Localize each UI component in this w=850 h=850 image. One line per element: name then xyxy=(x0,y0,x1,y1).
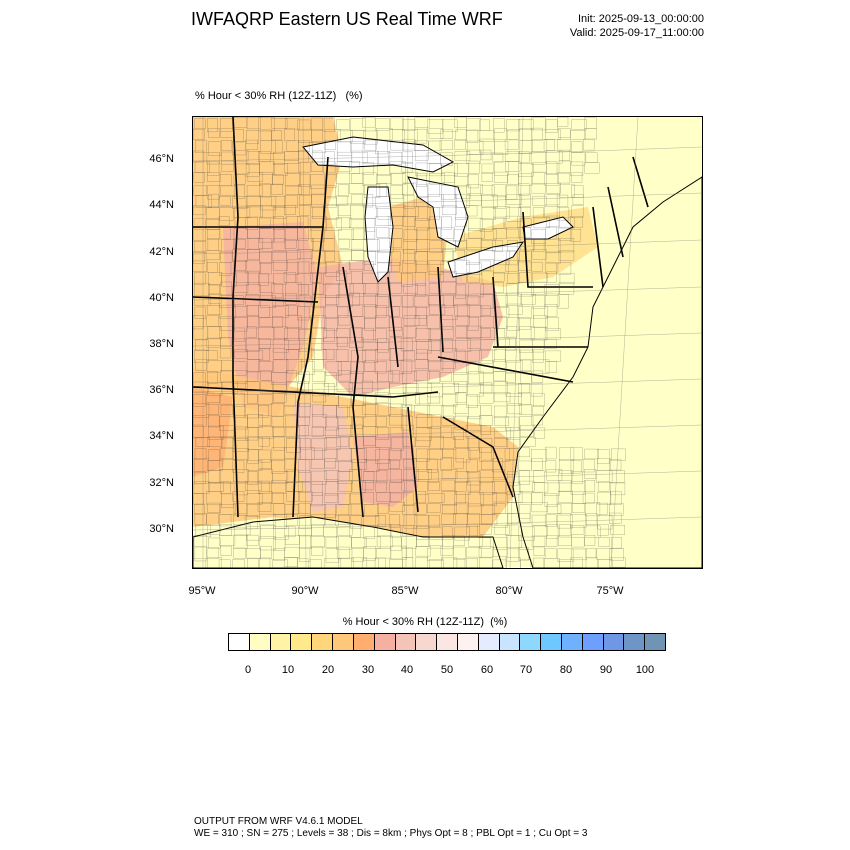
colorbar-swatch xyxy=(562,634,583,650)
colorbar-swatch xyxy=(312,634,334,650)
graticule xyxy=(193,117,702,568)
shaded-region-missouri-core xyxy=(223,222,318,417)
colorbar-tick-label: 0 xyxy=(244,664,252,676)
colorbar-swatch xyxy=(499,634,521,650)
colorbar-swatch xyxy=(353,634,375,650)
lat-tick-label: 30°N xyxy=(149,523,174,535)
colorbar-swatch xyxy=(416,634,438,650)
lake-michigan xyxy=(364,186,394,283)
colorbar-tick-label: 50 xyxy=(440,664,454,676)
main-title: IWFAQRP Eastern US Real Time WRF xyxy=(191,9,503,29)
lon-tick-label: 95°W xyxy=(188,585,216,597)
colorbar-swatch xyxy=(520,634,542,650)
colorbar-swatch xyxy=(582,634,604,650)
colorbar-swatch xyxy=(645,634,666,650)
colorbar xyxy=(228,633,666,651)
colorbar-swatch xyxy=(249,634,271,650)
lat-tick-label: 32°N xyxy=(149,477,174,489)
colorbar-tick-label: 10 xyxy=(281,664,295,676)
colorbar-swatch xyxy=(437,634,458,650)
shaded-region-deep-south xyxy=(193,367,518,542)
colorbar-swatch xyxy=(624,634,646,650)
colorbar-tick-label: 80 xyxy=(559,664,573,676)
lake-huron xyxy=(407,176,469,248)
colorbar-swatch xyxy=(541,634,562,650)
map-canvas xyxy=(193,117,702,568)
colorbar-swatch xyxy=(395,634,417,650)
valid-time: Valid: 2025-09-17_11:00:00 xyxy=(569,27,704,39)
lat-tick-label: 36°N xyxy=(149,384,174,396)
colorbar-swatch xyxy=(229,634,250,650)
colorbar-title: % Hour < 30% RH (12Z-11Z) (%) xyxy=(342,616,508,628)
lat-tick-label: 40°N xyxy=(149,292,174,304)
colorbar-swatch xyxy=(478,634,500,650)
init-time: Init: 2025-09-13_00:00:00 xyxy=(578,13,704,25)
colorbar-tick-label: 60 xyxy=(480,664,494,676)
lat-tick-label: 42°N xyxy=(149,246,174,258)
colorbar-swatch xyxy=(603,634,625,650)
lon-tick-label: 75°W xyxy=(596,585,624,597)
lat-tick-label: 46°N xyxy=(149,153,174,165)
colorbar-swatch xyxy=(374,634,396,650)
colorbar-tick-label: 100 xyxy=(635,664,655,676)
colorbar-swatch xyxy=(333,634,354,650)
gulf-of-mexico xyxy=(193,516,504,568)
colorbar-swatch xyxy=(270,634,292,650)
state-boundaries xyxy=(193,117,649,518)
lon-tick-label: 85°W xyxy=(391,585,419,597)
colorbar-tick-label: 40 xyxy=(400,664,414,676)
colorbar-swatch xyxy=(457,634,479,650)
colorbar-tick-label: 30 xyxy=(361,664,375,676)
colorbar-tick-label: 20 xyxy=(321,664,335,676)
footer-config-line: WE = 310 ; SN = 275 ; Levels = 38 ; Dis … xyxy=(194,828,588,839)
plot-field-label: % Hour < 30% RH (12Z-11Z) (%) xyxy=(195,90,363,102)
lat-tick-label: 38°N xyxy=(149,338,174,350)
colorbar-tick-label: 90 xyxy=(599,664,613,676)
footer-model-line: OUTPUT FROM WRF V4.6.1 MODEL xyxy=(194,816,363,827)
lat-tick-label: 34°N xyxy=(149,430,174,442)
map-frame xyxy=(192,116,703,569)
lon-tick-label: 90°W xyxy=(291,585,319,597)
colorbar-tick-label: 70 xyxy=(519,664,533,676)
colorbar-swatch xyxy=(291,634,313,650)
lon-tick-label: 80°W xyxy=(495,585,523,597)
lat-tick-label: 44°N xyxy=(149,199,174,211)
